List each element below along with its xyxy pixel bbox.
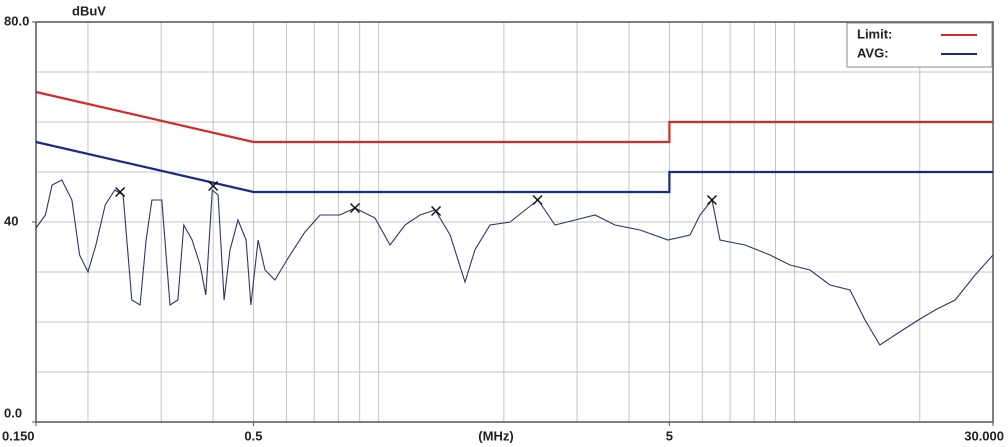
y-tick-label: 0.0: [4, 405, 22, 420]
trace: [35, 179, 994, 346]
peak-marker: [431, 205, 442, 217]
legend-box: [846, 22, 993, 68]
limit-line: [35, 140, 993, 194]
y-tick-label: 80.0: [4, 13, 29, 28]
legend-label: AVG:: [857, 45, 889, 60]
limit-line: [35, 90, 993, 144]
peak-marker: [208, 180, 219, 192]
x-tick-label: 30.000: [964, 428, 1004, 443]
peak-marker: [115, 186, 126, 198]
peak-marker: [532, 194, 543, 206]
x-tick-label: 0.150: [2, 428, 35, 443]
x-tick-label: 0.5: [244, 428, 262, 443]
y-unit: dBuV: [72, 3, 106, 18]
legend-label: Limit:: [857, 26, 892, 41]
x-axis-label: (MHz): [478, 428, 513, 443]
x-tick-label: 5: [666, 428, 673, 443]
peak-marker: [349, 202, 360, 214]
y-tick-label: 40: [4, 213, 18, 228]
peak-marker: [706, 194, 717, 206]
